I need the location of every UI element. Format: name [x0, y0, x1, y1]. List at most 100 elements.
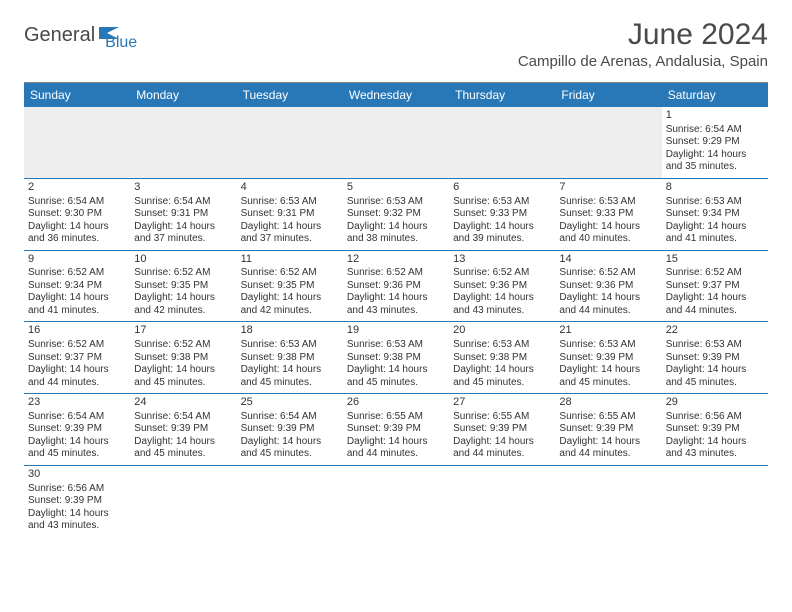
daylight-text: Daylight: 14 hours and 45 minutes. — [347, 364, 445, 389]
empty-cell — [24, 107, 130, 178]
location-subtitle: Campillo de Arenas, Andalusia, Spain — [518, 53, 768, 70]
day-number: 22 — [666, 324, 764, 338]
day-header: Monday — [130, 83, 236, 107]
sunrise-text: Sunrise: 6:52 AM — [134, 339, 232, 352]
empty-cell — [130, 107, 236, 178]
sunset-text: Sunset: 9:38 PM — [134, 352, 232, 365]
daylight-text: Daylight: 14 hours and 41 minutes. — [28, 292, 126, 317]
day-cell: 1Sunrise: 6:54 AMSunset: 9:29 PMDaylight… — [662, 107, 768, 178]
week-row: 23Sunrise: 6:54 AMSunset: 9:39 PMDayligh… — [24, 394, 768, 466]
day-cell: 4Sunrise: 6:53 AMSunset: 9:31 PMDaylight… — [237, 179, 343, 250]
daylight-text: Daylight: 14 hours and 44 minutes. — [559, 436, 657, 461]
daylight-text: Daylight: 14 hours and 45 minutes. — [28, 436, 126, 461]
day-header: Thursday — [449, 83, 555, 107]
day-cell: 20Sunrise: 6:53 AMSunset: 9:38 PMDayligh… — [449, 322, 555, 393]
day-cell: 19Sunrise: 6:53 AMSunset: 9:38 PMDayligh… — [343, 322, 449, 393]
sunset-text: Sunset: 9:35 PM — [241, 280, 339, 293]
day-cell: 2Sunrise: 6:54 AMSunset: 9:30 PMDaylight… — [24, 179, 130, 250]
daylight-text: Daylight: 14 hours and 45 minutes. — [241, 364, 339, 389]
sunrise-text: Sunrise: 6:53 AM — [347, 196, 445, 209]
day-number: 11 — [241, 253, 339, 267]
day-number: 25 — [241, 396, 339, 410]
daylight-text: Daylight: 14 hours and 44 minutes. — [28, 364, 126, 389]
daylight-text: Daylight: 14 hours and 45 minutes. — [666, 364, 764, 389]
sunset-text: Sunset: 9:39 PM — [134, 423, 232, 436]
day-number: 30 — [28, 468, 126, 482]
sunset-text: Sunset: 9:37 PM — [28, 352, 126, 365]
sunrise-text: Sunrise: 6:54 AM — [241, 411, 339, 424]
day-cell: 24Sunrise: 6:54 AMSunset: 9:39 PMDayligh… — [130, 394, 236, 465]
day-cell: 10Sunrise: 6:52 AMSunset: 9:35 PMDayligh… — [130, 251, 236, 322]
sunset-text: Sunset: 9:38 PM — [347, 352, 445, 365]
daylight-text: Daylight: 14 hours and 45 minutes. — [559, 364, 657, 389]
day-header: Saturday — [662, 83, 768, 107]
sunset-text: Sunset: 9:29 PM — [666, 136, 764, 149]
sunrise-text: Sunrise: 6:53 AM — [347, 339, 445, 352]
day-cell: 11Sunrise: 6:52 AMSunset: 9:35 PMDayligh… — [237, 251, 343, 322]
daylight-text: Daylight: 14 hours and 44 minutes. — [347, 436, 445, 461]
day-number: 12 — [347, 253, 445, 267]
sunset-text: Sunset: 9:39 PM — [28, 423, 126, 436]
title-block: June 2024 Campillo de Arenas, Andalusia,… — [518, 18, 768, 70]
sunrise-text: Sunrise: 6:52 AM — [666, 267, 764, 280]
sunrise-text: Sunrise: 6:52 AM — [453, 267, 551, 280]
sunset-text: Sunset: 9:37 PM — [666, 280, 764, 293]
empty-cell — [237, 466, 343, 537]
day-number: 19 — [347, 324, 445, 338]
empty-cell — [449, 466, 555, 537]
logo: General Blue — [24, 18, 137, 52]
sunrise-text: Sunrise: 6:54 AM — [28, 196, 126, 209]
calendar-table: Sunday Monday Tuesday Wednesday Thursday… — [24, 82, 768, 537]
sunrise-text: Sunrise: 6:53 AM — [559, 196, 657, 209]
sunrise-text: Sunrise: 6:53 AM — [559, 339, 657, 352]
day-cell: 27Sunrise: 6:55 AMSunset: 9:39 PMDayligh… — [449, 394, 555, 465]
day-cell: 28Sunrise: 6:55 AMSunset: 9:39 PMDayligh… — [555, 394, 661, 465]
day-number: 29 — [666, 396, 764, 410]
daylight-text: Daylight: 14 hours and 45 minutes. — [241, 436, 339, 461]
empty-cell — [555, 466, 661, 537]
day-cell: 9Sunrise: 6:52 AMSunset: 9:34 PMDaylight… — [24, 251, 130, 322]
daylight-text: Daylight: 14 hours and 41 minutes. — [666, 221, 764, 246]
sunrise-text: Sunrise: 6:52 AM — [347, 267, 445, 280]
sunset-text: Sunset: 9:30 PM — [28, 208, 126, 221]
daylight-text: Daylight: 14 hours and 35 minutes. — [666, 149, 764, 174]
day-cell: 23Sunrise: 6:54 AMSunset: 9:39 PMDayligh… — [24, 394, 130, 465]
day-number: 8 — [666, 181, 764, 195]
day-number: 10 — [134, 253, 232, 267]
sunrise-text: Sunrise: 6:54 AM — [134, 196, 232, 209]
sunrise-text: Sunrise: 6:53 AM — [453, 196, 551, 209]
sunset-text: Sunset: 9:39 PM — [347, 423, 445, 436]
sunset-text: Sunset: 9:36 PM — [559, 280, 657, 293]
day-number: 2 — [28, 181, 126, 195]
day-number: 16 — [28, 324, 126, 338]
empty-cell — [555, 107, 661, 178]
sunset-text: Sunset: 9:39 PM — [559, 423, 657, 436]
day-number: 20 — [453, 324, 551, 338]
sunset-text: Sunset: 9:35 PM — [134, 280, 232, 293]
empty-cell — [662, 466, 768, 537]
daylight-text: Daylight: 14 hours and 42 minutes. — [134, 292, 232, 317]
daylight-text: Daylight: 14 hours and 44 minutes. — [666, 292, 764, 317]
sunrise-text: Sunrise: 6:53 AM — [241, 339, 339, 352]
day-cell: 8Sunrise: 6:53 AMSunset: 9:34 PMDaylight… — [662, 179, 768, 250]
daylight-text: Daylight: 14 hours and 43 minutes. — [453, 292, 551, 317]
empty-cell — [130, 466, 236, 537]
empty-cell — [449, 107, 555, 178]
day-number: 14 — [559, 253, 657, 267]
day-header: Tuesday — [237, 83, 343, 107]
sunset-text: Sunset: 9:34 PM — [28, 280, 126, 293]
day-cell: 25Sunrise: 6:54 AMSunset: 9:39 PMDayligh… — [237, 394, 343, 465]
sunset-text: Sunset: 9:39 PM — [241, 423, 339, 436]
day-number: 13 — [453, 253, 551, 267]
day-cell: 26Sunrise: 6:55 AMSunset: 9:39 PMDayligh… — [343, 394, 449, 465]
day-cell: 15Sunrise: 6:52 AMSunset: 9:37 PMDayligh… — [662, 251, 768, 322]
day-cell: 29Sunrise: 6:56 AMSunset: 9:39 PMDayligh… — [662, 394, 768, 465]
sunset-text: Sunset: 9:31 PM — [241, 208, 339, 221]
day-number: 6 — [453, 181, 551, 195]
sunset-text: Sunset: 9:39 PM — [559, 352, 657, 365]
month-title: June 2024 — [518, 18, 768, 51]
sunset-text: Sunset: 9:39 PM — [28, 495, 126, 508]
sunset-text: Sunset: 9:33 PM — [559, 208, 657, 221]
logo-text-general: General — [24, 24, 95, 47]
header: General Blue June 2024 Campillo de Arena… — [0, 0, 792, 78]
